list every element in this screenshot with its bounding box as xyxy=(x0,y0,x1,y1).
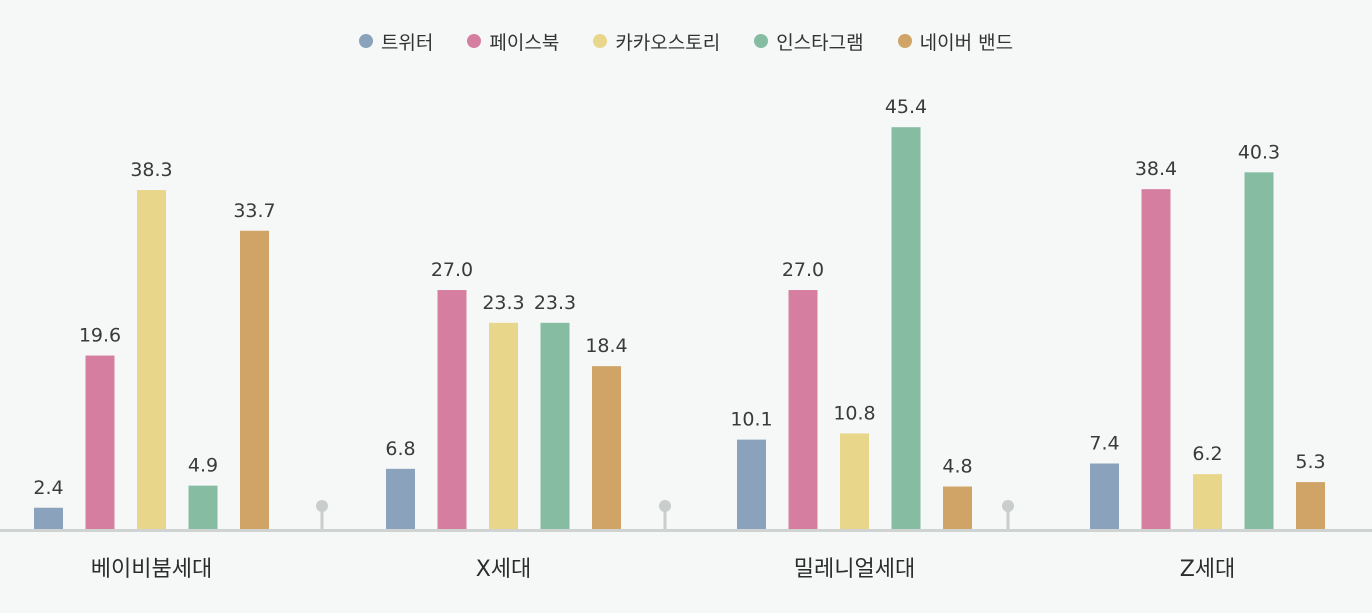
group-separator-dot xyxy=(659,500,671,512)
bar xyxy=(840,433,869,529)
data-label: 10.8 xyxy=(833,402,875,424)
data-label: 6.2 xyxy=(1192,443,1222,465)
bar xyxy=(592,366,621,529)
bar xyxy=(240,230,269,529)
bar xyxy=(737,439,766,529)
data-label: 33.7 xyxy=(233,200,275,222)
legend-item: 카카오스토리 xyxy=(593,28,720,55)
data-label: 4.9 xyxy=(188,455,218,477)
legend-marker xyxy=(467,34,482,48)
data-label: 27.0 xyxy=(782,259,824,281)
data-label: 2.4 xyxy=(33,477,63,499)
bar xyxy=(1244,172,1274,529)
legend-label: 페이스북 xyxy=(489,31,560,54)
legend-marker xyxy=(897,34,912,48)
data-label: 5.3 xyxy=(1295,451,1325,473)
bar xyxy=(34,507,63,529)
bar xyxy=(489,322,518,529)
bar xyxy=(1193,474,1222,529)
legend-label: 인스타그램 xyxy=(776,31,864,54)
data-label: 23.3 xyxy=(534,292,576,314)
data-label: 38.3 xyxy=(130,159,172,181)
data-label: 10.1 xyxy=(730,409,772,431)
bar xyxy=(437,290,467,529)
legend-marker xyxy=(593,34,608,48)
legend-item: 네이버 밴드 xyxy=(897,28,1014,55)
bar xyxy=(386,468,415,529)
bar xyxy=(1090,463,1119,529)
group-separator-dot xyxy=(1002,500,1014,512)
x-tick-label: X세대 xyxy=(476,557,532,582)
group-separator-dot xyxy=(316,500,328,512)
bar xyxy=(788,290,818,529)
data-label: 4.8 xyxy=(942,456,972,478)
bar xyxy=(188,485,218,529)
data-label: 27.0 xyxy=(431,259,473,281)
data-label: 38.4 xyxy=(1135,158,1177,180)
legend-marker xyxy=(358,34,373,48)
legend-label: 네이버 밴드 xyxy=(919,31,1014,54)
legend-label: 카카오스토리 xyxy=(615,31,721,54)
bar xyxy=(137,190,166,530)
x-tick-label: Z세대 xyxy=(1180,557,1236,582)
legend-item: 인스타그램 xyxy=(754,28,864,55)
bar xyxy=(1141,189,1171,529)
bar xyxy=(540,322,570,529)
legend-item: 트위터 xyxy=(358,28,434,55)
data-label: 45.4 xyxy=(885,96,927,118)
data-label: 19.6 xyxy=(79,325,121,347)
legend-item: 페이스북 xyxy=(467,28,559,55)
x-tick-label: 밀레니얼세대 xyxy=(794,557,915,582)
bar xyxy=(1296,482,1325,529)
bar xyxy=(85,355,115,529)
data-label: 18.4 xyxy=(585,335,627,357)
legend: 트위터 페이스북 카카오스토리 인스타그램 네이버 밴드 xyxy=(0,26,1372,56)
legend-label: 트위터 xyxy=(380,31,434,54)
data-label: 23.3 xyxy=(482,292,524,314)
legend-marker xyxy=(754,34,769,48)
bar xyxy=(891,127,921,530)
data-label: 40.3 xyxy=(1238,141,1280,163)
data-label: 7.4 xyxy=(1089,433,1119,455)
x-tick-label: 베이비붐세대 xyxy=(91,557,212,582)
data-label: 6.8 xyxy=(385,438,415,460)
bar xyxy=(943,486,972,529)
